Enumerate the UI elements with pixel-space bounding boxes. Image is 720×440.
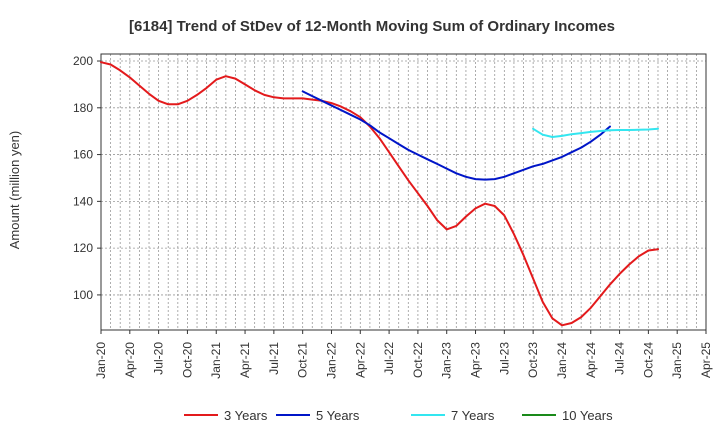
y-axis-label: Amount (million yen) xyxy=(7,131,22,250)
x-tick-label: Apr-21 xyxy=(238,342,252,378)
x-tick-label: Jul-24 xyxy=(613,342,627,375)
x-tick-label: Jan-23 xyxy=(440,342,454,379)
legend-label: 3 Years xyxy=(224,408,268,423)
x-tick-label: Jan-22 xyxy=(324,342,338,379)
x-tick-label: Jan-25 xyxy=(670,342,684,379)
x-tick-label: Jul-20 xyxy=(152,342,166,375)
x-tick-label: Jan-20 xyxy=(94,342,108,379)
x-tick-label: Apr-25 xyxy=(699,342,713,378)
y-tick-label: 200 xyxy=(73,54,93,68)
x-tick-label: Apr-24 xyxy=(584,342,598,378)
legend: 3 Years 5 Years 7 Years 10 Years xyxy=(184,408,613,423)
y-tick-label: 100 xyxy=(73,288,93,302)
x-tick-label: Apr-20 xyxy=(123,342,137,378)
chart-title: [6184] Trend of StDev of 12-Month Moving… xyxy=(129,18,615,35)
x-tick-label: Jul-21 xyxy=(267,342,281,375)
y-tick-label: 180 xyxy=(73,101,93,115)
x-tick-label: Oct-23 xyxy=(526,342,540,378)
x-tick-label: Jul-23 xyxy=(497,342,511,375)
x-tick-label: Apr-22 xyxy=(353,342,367,378)
series-lines xyxy=(100,61,659,327)
x-tick-label: Oct-21 xyxy=(296,342,310,378)
legend-label: 5 Years xyxy=(316,408,360,423)
series-line-7-years xyxy=(532,127,659,138)
plot-area-frame xyxy=(100,53,707,331)
series-line-3-years xyxy=(100,61,659,327)
x-tick-label: Jul-22 xyxy=(382,342,396,375)
x-tick-label: Jan-21 xyxy=(209,342,223,379)
series-line-5-years xyxy=(301,90,611,181)
plot-grid xyxy=(101,54,706,330)
x-tick-label: Jan-24 xyxy=(555,342,569,379)
x-tick-label: Oct-24 xyxy=(641,342,655,378)
legend-label: 10 Years xyxy=(562,408,613,423)
y-tick-label: 160 xyxy=(73,148,93,162)
y-tick-label: 140 xyxy=(73,194,93,208)
legend-label: 7 Years xyxy=(451,408,495,423)
x-tick-label: Oct-20 xyxy=(180,342,194,378)
x-tick-label: Oct-22 xyxy=(411,342,425,378)
y-axis-ticks: 100 120 140 160 180 200 xyxy=(73,54,101,302)
x-axis-ticks: Jan-20 Apr-20 Jul-20 Oct-20 Jan-21 Apr-21 Jul-… xyxy=(94,330,713,379)
y-tick-label: 120 xyxy=(73,241,93,255)
x-tick-label: Apr-23 xyxy=(469,342,483,378)
